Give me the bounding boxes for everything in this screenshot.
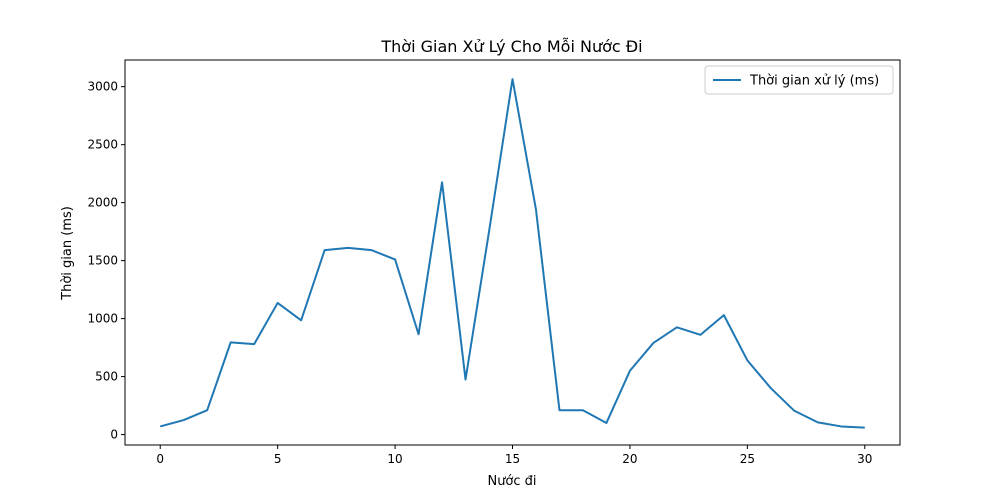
x-tick-label: 10 xyxy=(387,452,402,466)
chart-title: Thời Gian Xử Lý Cho Mỗi Nước Đi xyxy=(380,37,642,56)
x-tick-label: 20 xyxy=(622,452,637,466)
x-axis-label: Nước đi xyxy=(487,474,536,489)
x-tick-label: 15 xyxy=(505,452,520,466)
y-tick-label: 2500 xyxy=(87,138,118,152)
y-tick-label: 500 xyxy=(95,370,118,384)
series-line-0 xyxy=(159,78,865,429)
legend-box xyxy=(704,65,894,95)
y-tick-label: 2000 xyxy=(87,196,118,210)
x-tick-label: 5 xyxy=(274,452,282,466)
plot-area: 0 5 10 15 20 25 30 0 500 1000 1500 2000 2500 3000 xyxy=(87,59,901,466)
y-tick-label: 3000 xyxy=(87,80,118,94)
y-tick-label: 0 xyxy=(110,428,118,442)
legend-label: Thời gian xử lý (ms) xyxy=(749,74,879,89)
x-tick-label: 25 xyxy=(740,452,755,466)
y-tick-label: 1000 xyxy=(87,312,118,326)
x-tick-label: 0 xyxy=(156,452,164,466)
axes-frame xyxy=(124,59,901,446)
y-axis-label: Thời gian (ms) xyxy=(60,206,75,301)
x-tick-label: 30 xyxy=(857,452,872,466)
y-tick-label: 1500 xyxy=(87,254,118,268)
legend: Thời gian xử lý (ms) xyxy=(704,65,894,95)
